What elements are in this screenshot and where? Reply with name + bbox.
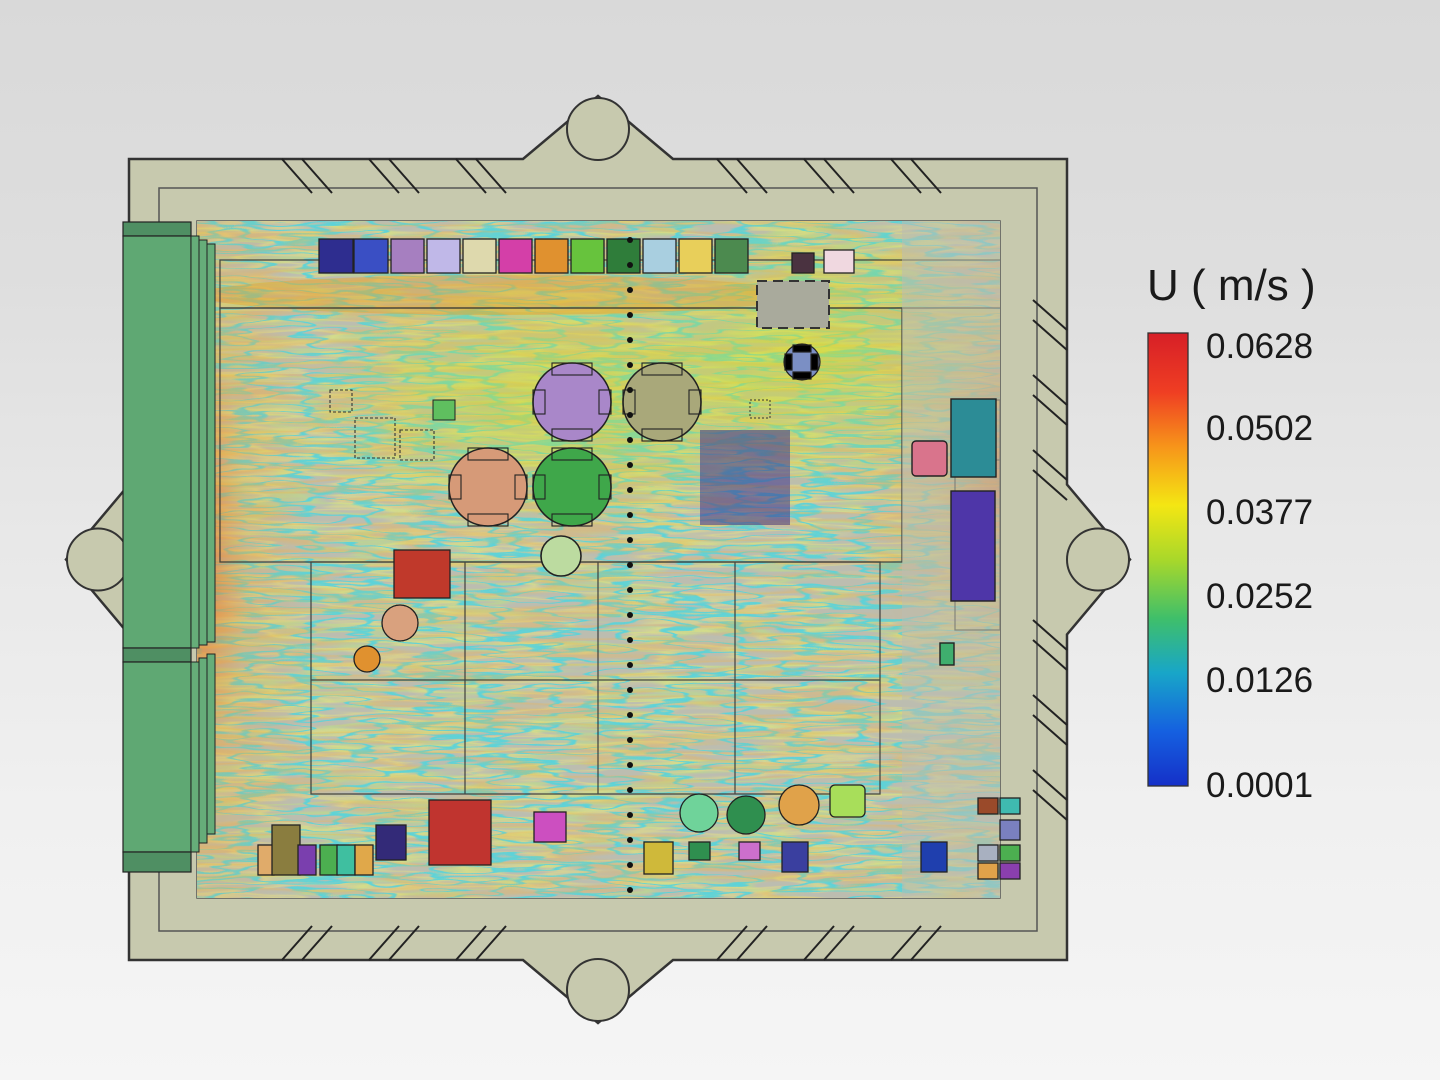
svg-text:0.0628: 0.0628 xyxy=(1206,327,1313,366)
svg-text:0.0126: 0.0126 xyxy=(1206,661,1313,700)
svg-text:0.0502: 0.0502 xyxy=(1206,409,1313,448)
svg-text:0.0377: 0.0377 xyxy=(1206,493,1313,532)
svg-text:0.0252: 0.0252 xyxy=(1206,577,1313,616)
svg-text:0.0001: 0.0001 xyxy=(1206,766,1313,805)
svg-text:U ( m/s ): U ( m/s ) xyxy=(1147,261,1316,310)
